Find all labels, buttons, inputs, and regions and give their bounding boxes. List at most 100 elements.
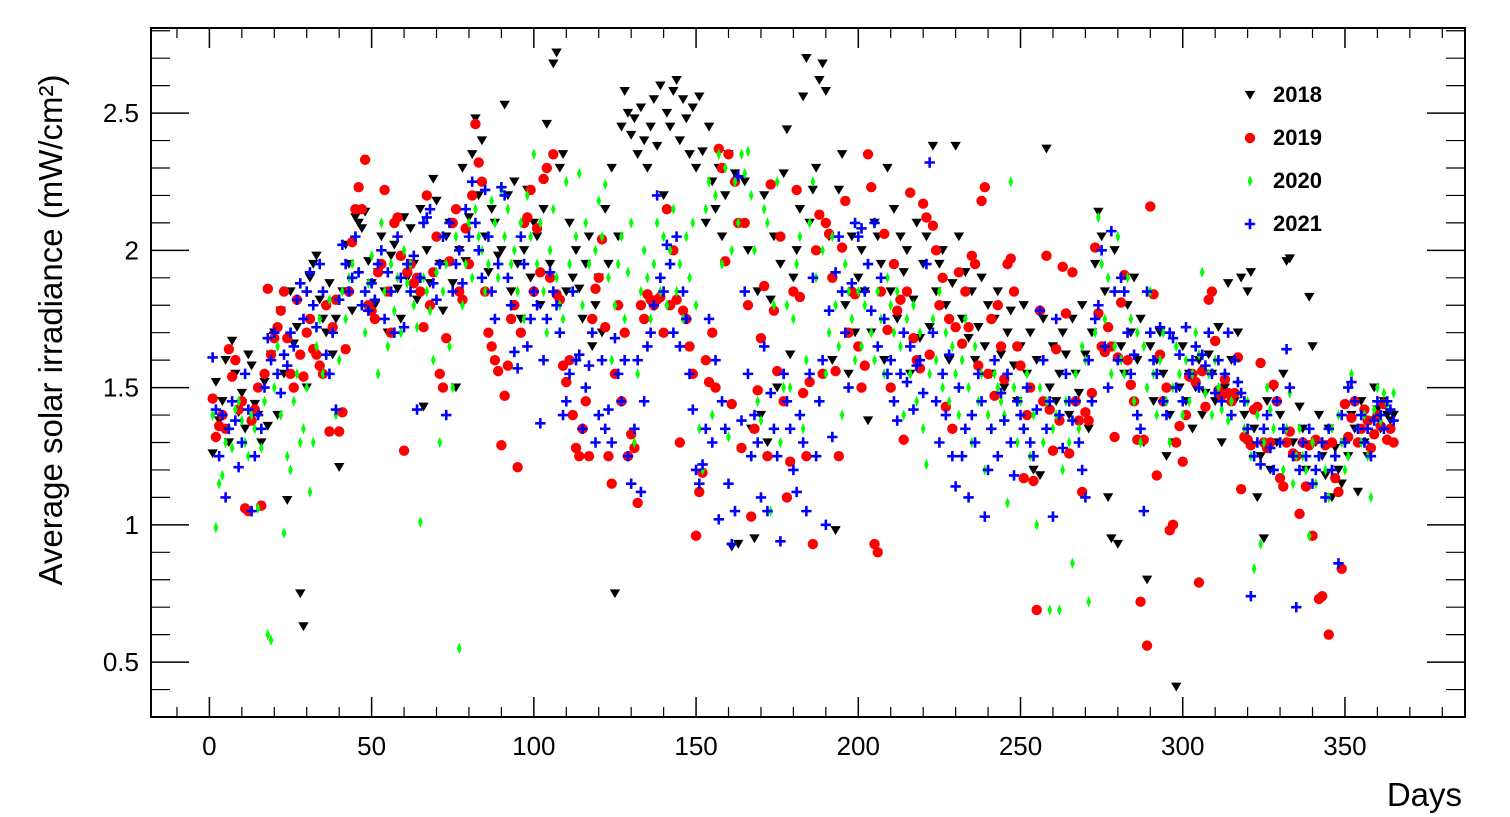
data-point <box>807 538 819 550</box>
data-point <box>486 205 497 214</box>
data-point <box>661 239 673 251</box>
data-point <box>973 368 984 380</box>
data-point <box>489 195 495 207</box>
data-point <box>531 300 543 311</box>
data-point <box>210 404 222 415</box>
data-point <box>752 385 763 396</box>
data-point <box>1209 335 1221 347</box>
x-tick-label: 0 <box>202 731 216 761</box>
data-point <box>953 368 958 380</box>
data-point <box>603 404 614 415</box>
data-point <box>1209 397 1221 407</box>
data-point <box>282 495 293 505</box>
data-point <box>1268 464 1279 476</box>
data-point <box>778 368 789 380</box>
data-point <box>346 306 358 316</box>
data-point <box>1135 596 1146 607</box>
data-point <box>353 218 364 228</box>
data-point <box>1245 591 1257 602</box>
data-point <box>1213 354 1224 366</box>
data-point <box>1028 465 1039 475</box>
data-point <box>1145 327 1156 338</box>
data-point <box>658 191 669 201</box>
data-point <box>548 286 559 297</box>
data-point <box>794 205 806 214</box>
data-point <box>1304 423 1315 434</box>
data-point <box>369 313 381 325</box>
data-point <box>476 136 488 146</box>
data-point <box>1015 409 1026 421</box>
data-point <box>1385 423 1396 434</box>
data-point <box>603 451 614 462</box>
data-point <box>638 136 650 146</box>
data-point <box>392 231 403 242</box>
data-point <box>842 258 848 270</box>
data-point <box>1096 232 1107 242</box>
data-point <box>739 286 750 297</box>
data-point <box>525 273 536 283</box>
data-point <box>1128 273 1140 283</box>
data-point <box>648 300 660 311</box>
data-point <box>716 232 728 242</box>
data-point <box>616 396 627 407</box>
data-point <box>979 182 991 193</box>
data-point <box>742 246 754 256</box>
data-point <box>252 382 264 393</box>
data-point <box>901 246 913 256</box>
data-point <box>986 313 997 325</box>
data-point <box>486 341 497 352</box>
data-point <box>794 409 806 421</box>
data-point <box>496 182 507 193</box>
data-point <box>700 354 711 366</box>
data-point <box>771 299 777 311</box>
data-point <box>508 258 514 270</box>
data-point <box>1268 379 1279 391</box>
data-point <box>1225 414 1231 427</box>
data-point <box>541 162 553 174</box>
data-point <box>1167 436 1173 449</box>
data-point <box>447 279 458 288</box>
data-point <box>833 451 845 462</box>
data-point <box>788 273 799 283</box>
data-point <box>541 285 546 298</box>
data-point <box>574 284 585 294</box>
data-point <box>239 424 251 434</box>
data-point <box>995 350 1007 360</box>
data-point <box>1044 404 1055 415</box>
data-point <box>1346 376 1357 388</box>
data-point <box>1339 398 1351 410</box>
data-point <box>483 327 494 338</box>
data-point <box>587 342 598 352</box>
data-point <box>794 291 806 303</box>
data-point <box>1303 464 1309 476</box>
data-point <box>1063 448 1075 459</box>
data-point <box>586 258 592 270</box>
data-point <box>671 294 682 305</box>
data-point <box>632 150 643 159</box>
data-point <box>1125 368 1137 380</box>
data-point <box>1371 403 1377 416</box>
data-point <box>308 300 319 311</box>
data-point <box>1031 604 1042 616</box>
data-point <box>1330 472 1341 484</box>
data-point <box>428 174 439 184</box>
data-point <box>574 451 585 462</box>
data-point <box>415 286 426 297</box>
data-point <box>518 217 524 229</box>
data-point <box>784 423 796 434</box>
data-point <box>226 336 238 346</box>
data-point <box>476 176 488 187</box>
data-point <box>820 217 832 229</box>
data-point <box>651 258 657 270</box>
data-point <box>810 163 822 173</box>
data-point <box>1355 409 1367 421</box>
data-point <box>1092 326 1098 339</box>
data-point <box>1183 354 1189 366</box>
data-point <box>1255 409 1260 421</box>
data-point <box>1106 534 1117 544</box>
data-point <box>1086 396 1098 407</box>
data-point <box>749 409 760 421</box>
data-point <box>505 313 517 325</box>
data-point <box>989 354 1000 366</box>
data-point <box>379 184 390 196</box>
